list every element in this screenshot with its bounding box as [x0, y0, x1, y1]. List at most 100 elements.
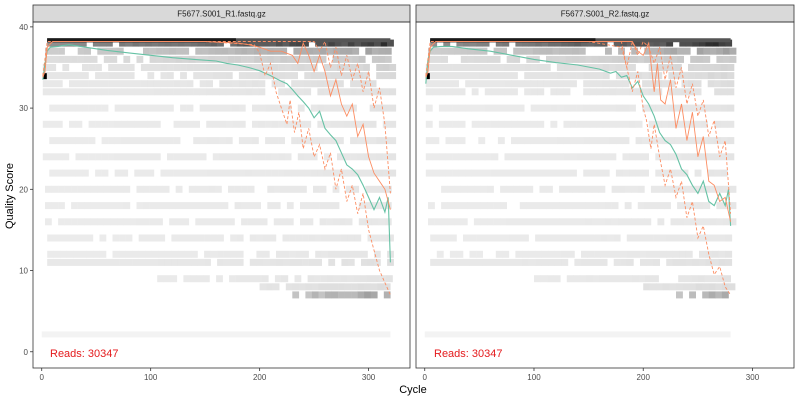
heat-cell [305, 291, 313, 299]
heat-cell [295, 39, 303, 47]
heat-cell [58, 185, 65, 193]
heat-cell [487, 202, 494, 210]
heat-cell [319, 55, 327, 63]
heat-cell [297, 120, 305, 128]
facet-title-r2: F5677.S001_R2.fastq.gz [561, 10, 650, 19]
heat-cell [550, 80, 558, 88]
heat-cell [363, 153, 370, 161]
heat-cell [370, 283, 378, 291]
heat-cell [162, 55, 170, 63]
heat-cell [204, 250, 211, 258]
heat-cell [561, 258, 569, 266]
heat-cell [55, 72, 63, 80]
heat-cell [519, 185, 527, 193]
heat-cell [297, 104, 305, 112]
heat-cell [668, 137, 676, 145]
heat-cell [655, 80, 663, 88]
heat-cell [274, 275, 282, 283]
heat-cell [567, 250, 575, 258]
heat-cell [258, 153, 266, 161]
heat-cell [717, 275, 725, 283]
heat-cell [171, 258, 179, 266]
heat-cell [228, 55, 235, 63]
heat-cell [241, 202, 248, 210]
heat-cell [160, 104, 168, 112]
heat-cell [493, 202, 501, 210]
heat-cell [537, 80, 545, 88]
heat-cell [546, 55, 553, 63]
heat-cell [460, 218, 468, 226]
heat-cell [317, 88, 325, 96]
heat-cell [539, 218, 547, 226]
heat-cell [517, 104, 525, 112]
heat-cell [626, 234, 634, 242]
heat-cell [321, 250, 329, 258]
heat-cell [511, 169, 518, 177]
x-axis-r2: 0 100 200 300 [423, 368, 760, 382]
heat-cell [182, 218, 190, 226]
heat-cell [177, 234, 185, 242]
heat-cell [90, 218, 98, 226]
heat-cell [69, 137, 76, 145]
heat-cell [524, 169, 532, 177]
heat-cell [304, 169, 312, 177]
x-tick-label: 100 [527, 373, 541, 382]
heat-cell [565, 185, 573, 193]
heat-cell [123, 202, 131, 210]
heat-cell [714, 64, 722, 71]
heat-cell [344, 291, 352, 299]
heat-cell [727, 88, 735, 96]
heat-cell [629, 153, 636, 161]
heat-cell [522, 39, 529, 47]
heat-cell [374, 39, 381, 47]
heat-cell [206, 88, 213, 96]
heat-cell [217, 250, 224, 258]
heat-cell [720, 120, 728, 128]
heat-cell [622, 64, 630, 71]
heat-cell [206, 169, 213, 177]
heat-cell [540, 275, 548, 283]
heat-cell [286, 202, 294, 210]
heat-cell [278, 80, 285, 88]
heat-cell [449, 258, 457, 266]
heat-cell [175, 55, 183, 63]
heat-cell [245, 153, 253, 161]
heat-cell [690, 185, 698, 193]
heat-cell [376, 64, 383, 71]
heat-cell [570, 137, 577, 145]
heat-cell [278, 72, 285, 80]
heat-cell [497, 72, 505, 80]
heat-cell [273, 202, 281, 210]
heat-cell [535, 234, 542, 242]
heat-cell [471, 153, 479, 161]
heat-cell [134, 80, 142, 88]
heat-cell [497, 120, 505, 128]
heat-cell [550, 120, 558, 128]
heat-cell [330, 80, 338, 88]
heat-cell [285, 283, 293, 291]
heat-cell [254, 55, 261, 63]
heat-cell [101, 88, 109, 96]
heat-cell [186, 104, 194, 112]
heat-cell [467, 47, 475, 55]
heat-cell [71, 202, 78, 210]
heat-cell [245, 169, 253, 177]
heat-cell [300, 202, 307, 210]
heat-cell [167, 72, 174, 80]
heat-cell [458, 137, 466, 145]
heat-cell [683, 202, 691, 210]
heat-cell [526, 218, 534, 226]
heat-cell [119, 250, 126, 258]
heat-cell [350, 153, 357, 161]
heat-cell [258, 80, 266, 88]
heat-cell [727, 72, 735, 80]
heat-cell [123, 55, 131, 63]
heat-cell [460, 47, 468, 55]
heat-cell [563, 137, 571, 145]
heat-cell [49, 120, 57, 128]
heat-cell [42, 120, 50, 128]
heat-cell [670, 185, 678, 193]
heat-cell [167, 153, 174, 161]
heat-cell [664, 185, 671, 193]
heat-cell [361, 39, 368, 47]
